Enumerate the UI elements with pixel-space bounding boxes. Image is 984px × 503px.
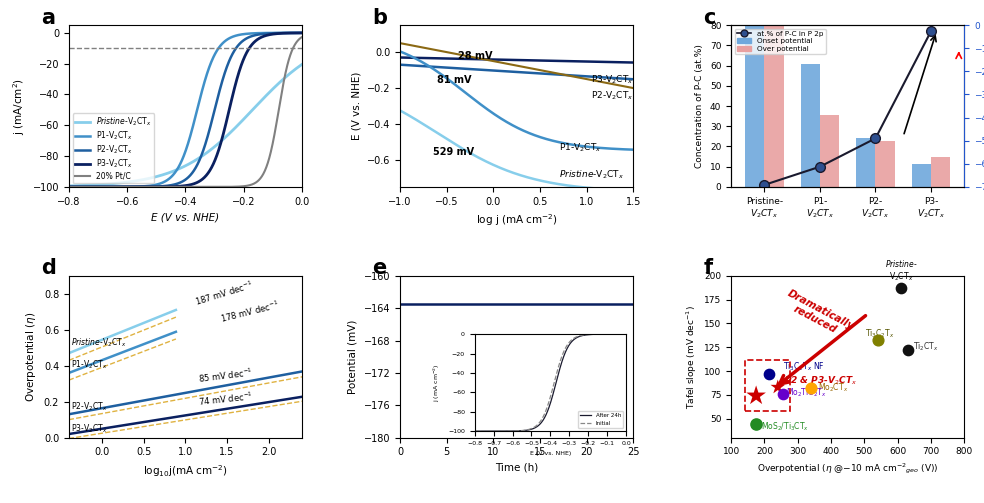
Text: 74 mV dec$^{-1}$: 74 mV dec$^{-1}$ [198, 390, 254, 408]
Text: Mo$_2$TiC$_2$T$_x$: Mo$_2$TiC$_2$T$_x$ [786, 387, 827, 399]
Y-axis label: Overpotential ($\eta$): Overpotential ($\eta$) [25, 312, 38, 402]
Text: 81 mV: 81 mV [437, 74, 471, 85]
Y-axis label: Tafel slope (mV dec$^{-1}$): Tafel slope (mV dec$^{-1}$) [684, 305, 699, 408]
X-axis label: log$_{10}$j(mA cm$^{-2}$): log$_{10}$j(mA cm$^{-2}$) [143, 463, 228, 479]
Bar [856, 138, 876, 187]
Text: 28 mV: 28 mV [458, 51, 492, 61]
X-axis label: E (V vs. NHE): E (V vs. NHE) [152, 212, 219, 222]
Text: 85 mV dec$^{-1}$: 85 mV dec$^{-1}$ [198, 366, 254, 385]
Text: $\it{Pristine}$-
V$_2$CT$_x$: $\it{Pristine}$- V$_2$CT$_x$ [885, 258, 917, 284]
Bar [820, 115, 839, 187]
Text: c: c [704, 8, 715, 28]
Text: Ti$_3$C$_2$T$_x$ NF: Ti$_3$C$_2$T$_x$ NF [782, 360, 825, 373]
Text: Mo$_2$CT$_x$: Mo$_2$CT$_x$ [818, 381, 848, 393]
Point [769, 383, 785, 391]
Text: Ti$_2$CT$_x$: Ti$_2$CT$_x$ [913, 340, 939, 353]
Text: $\it{Pristine}$-V$_2$CT$_x$: $\it{Pristine}$-V$_2$CT$_x$ [559, 169, 624, 182]
Point [748, 392, 764, 400]
X-axis label: log j (mA cm$^{-2}$): log j (mA cm$^{-2}$) [475, 212, 558, 228]
Text: P2-V$_2$CT$_x$: P2-V$_2$CT$_x$ [591, 90, 634, 102]
Text: Ti$_3$C$_2$T$_x$: Ti$_3$C$_2$T$_x$ [865, 328, 894, 340]
Text: a: a [41, 8, 55, 28]
Bar [765, 25, 784, 187]
X-axis label: Overpotential ($\eta$ @$-$10 mA cm$^{-2}$$_{geo}$ (V)): Overpotential ($\eta$ @$-$10 mA cm$^{-2}… [757, 462, 939, 476]
Text: b: b [372, 8, 387, 28]
X-axis label: Time (h): Time (h) [495, 463, 538, 473]
Bar [931, 157, 951, 187]
Point [870, 336, 886, 344]
Legend: $\it{Pristine}$-V$_2$CT$_x$, P1-V$_2$CT$_x$, P2-V$_2$CT$_x$, P3-V$_2$CT$_x$, 20%: $\it{Pristine}$-V$_2$CT$_x$, P1-V$_2$CT$… [73, 113, 154, 183]
Y-axis label: Concentration of P-C (at.%): Concentration of P-C (at.%) [696, 44, 705, 168]
Text: 187 mV dec$^{-1}$: 187 mV dec$^{-1}$ [194, 278, 255, 307]
Bar [911, 164, 931, 187]
Text: e: e [372, 258, 387, 278]
Text: $\it{Pristine}$-V$_2$CT$_x$: $\it{Pristine}$-V$_2$CT$_x$ [71, 337, 126, 350]
Bar [745, 25, 765, 187]
Text: d: d [41, 258, 56, 278]
Text: 529 mV: 529 mV [433, 146, 473, 156]
Text: P1-V$_2$CT$_x$: P1-V$_2$CT$_x$ [71, 359, 107, 371]
Point [774, 390, 790, 398]
Point [899, 346, 915, 354]
Text: P2-V$_2$CT$_x$: P2-V$_2$CT$_x$ [71, 401, 107, 413]
Text: f: f [704, 258, 712, 278]
Y-axis label: E (V vs. NHE): E (V vs. NHE) [351, 72, 361, 140]
Y-axis label: j (mA/cm$^2$): j (mA/cm$^2$) [11, 77, 28, 134]
Text: Dramatically
reduced: Dramatically reduced [780, 288, 855, 342]
Text: P3-V$_2$CT$_x$: P3-V$_2$CT$_x$ [591, 73, 634, 86]
Text: P1-V$_2$CT$_x$: P1-V$_2$CT$_x$ [559, 142, 601, 154]
Point [803, 384, 819, 392]
Bar [876, 141, 894, 187]
Point [748, 421, 764, 429]
Text: P3-V$_2$CT$_x$: P3-V$_2$CT$_x$ [71, 423, 107, 435]
Text: MoS$_2$/Ti$_3$CT$_x$: MoS$_2$/Ti$_3$CT$_x$ [761, 421, 809, 434]
Bar [801, 64, 820, 187]
Point [893, 284, 909, 292]
Y-axis label: Potential (mV): Potential (mV) [348, 319, 358, 394]
Text: P2 & P3-V$_2$CT$_x$: P2 & P3-V$_2$CT$_x$ [784, 374, 858, 387]
Legend: at.% of P-C in P 2p, Onset potential, Over potential: at.% of P-C in P 2p, Onset potential, Ov… [735, 29, 826, 54]
Text: 178 mV dec$^{-1}$: 178 mV dec$^{-1}$ [218, 299, 280, 325]
Point [762, 370, 777, 378]
